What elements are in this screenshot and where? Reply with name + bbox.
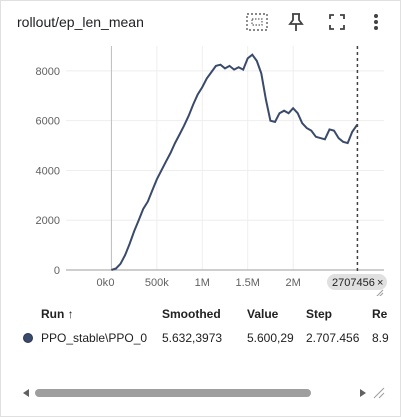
fullscreen-button[interactable] [325, 10, 349, 34]
header-run[interactable]: Run ↑ [41, 307, 74, 321]
step-value: 2.707.456 [306, 331, 360, 345]
header-value[interactable]: Value [247, 307, 279, 321]
horizontal-scrollbar[interactable] [23, 387, 368, 399]
y-tick-label: 4000 [36, 165, 60, 177]
cursor-chip[interactable]: 2707456 × [327, 274, 387, 290]
more-options-button[interactable] [364, 10, 388, 34]
x-tick-label: 500k [145, 277, 169, 289]
x-tick-label: 1.5M [235, 277, 259, 289]
fit-domain-button[interactable] [245, 10, 269, 34]
header-step[interactable]: Step [306, 307, 333, 321]
x-tick-label: 2M [286, 277, 301, 289]
raw-value: 5.600,29 [247, 331, 294, 345]
x-tick-label: 0 [108, 277, 114, 289]
resize-handle-icon [376, 289, 384, 296]
fullscreen-icon [329, 14, 345, 30]
pin-icon [288, 13, 304, 31]
fit-domain-icon [246, 13, 268, 31]
run-name: PPO_stable\PPO_0 [41, 331, 148, 345]
chart-title: rollout/ep_len_mean [17, 14, 144, 30]
scroll-left-icon [23, 389, 29, 397]
header-smoothed[interactable]: Smoothed [162, 307, 221, 321]
cursor-label: 2707456 [332, 277, 375, 289]
y-tick-label: 0 [54, 265, 60, 277]
smoothed-value: 5.632,3973 [162, 331, 223, 345]
y-tick-label: 8000 [36, 66, 60, 78]
x-tick-label: 0k [97, 277, 109, 289]
scrollbar-thumb [35, 389, 311, 397]
y-tick-label: 6000 [36, 116, 60, 128]
scroll-right-icon [360, 389, 366, 397]
series-line [111, 53, 359, 271]
cursor-chip-bg [327, 274, 387, 290]
relative-value: 8.9 [372, 331, 389, 345]
more-vert-icon [374, 14, 378, 30]
table-resize-icon[interactable] [371, 385, 385, 399]
close-icon: × [377, 277, 383, 289]
pin-button[interactable] [284, 10, 308, 34]
x-tick-label: 1M [195, 277, 210, 289]
series-color-dot [23, 333, 33, 343]
header-relative[interactable]: Re [372, 307, 388, 321]
y-tick-label: 2000 [36, 215, 60, 227]
